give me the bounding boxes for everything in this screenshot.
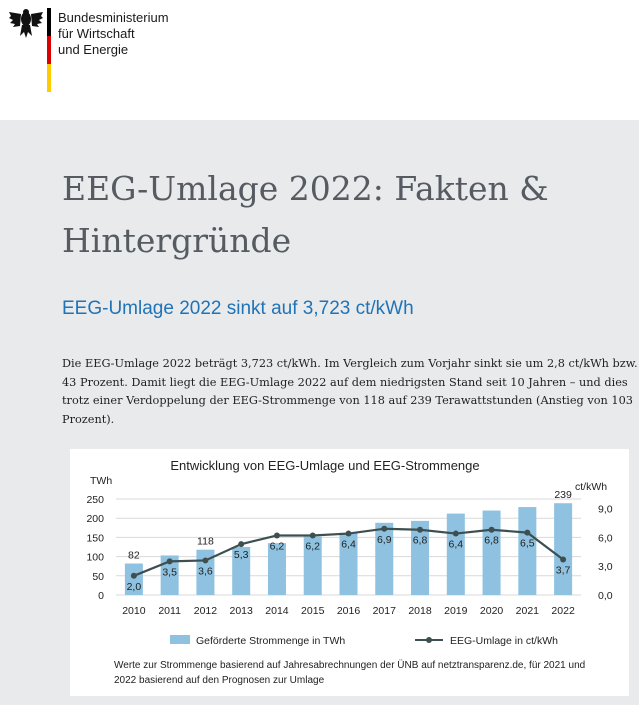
- line-data-label: 6,8: [484, 535, 499, 547]
- line-data-label: 3,5: [162, 566, 177, 578]
- line-data-label: 6,5: [520, 538, 535, 550]
- line-data-label: 6,8: [413, 535, 428, 547]
- line-point: [560, 556, 567, 563]
- ministry-line-3: und Energie: [58, 42, 129, 57]
- left-tick-label: 100: [86, 552, 104, 564]
- chart-title: Entwicklung von EEG-Umlage und EEG-Strom…: [170, 458, 479, 473]
- line-data-label: 6,2: [270, 540, 285, 552]
- line-data-label: 6,2: [305, 540, 320, 552]
- line-data-label: 5,3: [234, 549, 249, 561]
- ministry-name: Bundesministerium für Wirtschaft und Ene…: [58, 10, 169, 58]
- line-point: [417, 526, 424, 533]
- chart-axes: 0 50 100 150 200 250 0,0 3,0 6,0 9,0 2010 2011 2012 2…: [86, 494, 612, 617]
- left-tick-label: 50: [92, 571, 104, 583]
- legend-line-label: EEG-Umlage in ct/kWh: [450, 635, 558, 647]
- article-paragraph: Die EEG-Umlage 2022 beträgt 3,723 ct/kWh…: [62, 357, 638, 426]
- eeg-chart: Entwicklung von EEG-Umlage und EEG-Strom…: [70, 449, 629, 696]
- line-point: [238, 541, 245, 548]
- x-tick-label: 2016: [337, 605, 361, 617]
- bar-data-label: 118: [197, 536, 214, 548]
- x-tick-label: 2020: [480, 605, 504, 617]
- right-axis-unit: ct/kWh: [575, 481, 607, 493]
- bar: [411, 520, 430, 595]
- left-tick-label: 200: [86, 513, 104, 525]
- left-tick-label: 250: [86, 494, 104, 506]
- x-tick-label: 2015: [301, 605, 325, 617]
- ministry-header: Bundesministerium für Wirtschaft und Ene…: [0, 0, 639, 120]
- x-tick-label: 2017: [373, 605, 397, 617]
- bar: [267, 543, 286, 595]
- line-point: [273, 532, 280, 539]
- line-data-label: 3,6: [198, 565, 213, 577]
- chart-canvas: Entwicklung von EEG-Umlage und EEG-Strom…: [86, 458, 612, 686]
- line-point: [381, 525, 388, 532]
- bar: [339, 532, 358, 595]
- line-data-label: 6,4: [341, 539, 356, 551]
- line-point: [345, 530, 352, 537]
- line-point: [524, 529, 531, 536]
- line-point: [166, 558, 173, 565]
- bar-data-label: 239: [554, 489, 572, 501]
- line-data-label: 6,9: [377, 534, 392, 546]
- line-point: [309, 532, 316, 539]
- line-point: [488, 526, 495, 533]
- left-tick-label: 150: [86, 532, 104, 544]
- x-tick-label: 2022: [551, 605, 575, 617]
- x-tick-label: 2019: [444, 605, 468, 617]
- footnote-line-2: 2022 basierend auf den Prognosen zur Uml…: [114, 675, 325, 686]
- bar: [232, 547, 251, 595]
- right-tick-label: 6,0: [598, 532, 613, 544]
- line-point: [202, 557, 209, 564]
- x-tick-label: 2013: [230, 605, 254, 617]
- right-tick-label: 9,0: [598, 504, 613, 516]
- legend-bar-label: Geförderte Strommenge in TWh: [196, 635, 345, 647]
- federal-eagle-icon: [9, 9, 43, 38]
- right-tick-label: 3,0: [598, 561, 613, 573]
- x-tick-label: 2014: [265, 605, 289, 617]
- ministry-line-1: Bundesministerium: [58, 10, 169, 25]
- left-tick-label: 0: [98, 590, 104, 602]
- bar: [482, 510, 501, 595]
- x-tick-label: 2018: [408, 605, 432, 617]
- line-data-label: 2,0: [127, 581, 142, 593]
- page-title: EEG-Umlage 2022: Fakten & Hintergründe: [62, 169, 549, 260]
- footnote-line-1: Werte zur Strommenge basierend auf Jahre…: [114, 659, 585, 671]
- bar: [446, 513, 465, 595]
- bar-data-label: 82: [128, 550, 140, 562]
- section-heading: EEG-Umlage 2022 sinkt auf 3,723 ct/kWh: [62, 298, 414, 319]
- x-tick-label: 2021: [516, 605, 540, 617]
- x-tick-label: 2011: [158, 605, 181, 617]
- bar: [518, 507, 537, 595]
- bar: [160, 555, 179, 595]
- line-series: 2,0 3,5 3,6 5,3 6,2 6,2 6,4 6,9 6,8 6,4 6,8 6,5 3,7: [127, 525, 571, 593]
- x-tick-label: 2010: [122, 605, 146, 617]
- left-axis-unit: TWh: [90, 475, 112, 487]
- legend-bar-swatch: [170, 635, 190, 644]
- german-flag-stripe: [47, 8, 51, 92]
- chart-text: Entwicklung von EEG-Umlage und EEG-Strom…: [90, 458, 607, 686]
- ministry-line-2: für Wirtschaft: [58, 26, 135, 41]
- bar: [375, 522, 394, 595]
- line-point: [452, 530, 459, 537]
- bar: [303, 536, 322, 595]
- line-point: [130, 572, 137, 579]
- line-data-label: 6,4: [449, 539, 464, 551]
- right-tick-label: 0,0: [598, 590, 613, 602]
- bar: [554, 503, 573, 595]
- x-tick-label: 2012: [194, 605, 218, 617]
- legend-line-marker: [426, 637, 432, 643]
- bar: [124, 563, 143, 595]
- line-data-label: 3,7: [556, 564, 571, 576]
